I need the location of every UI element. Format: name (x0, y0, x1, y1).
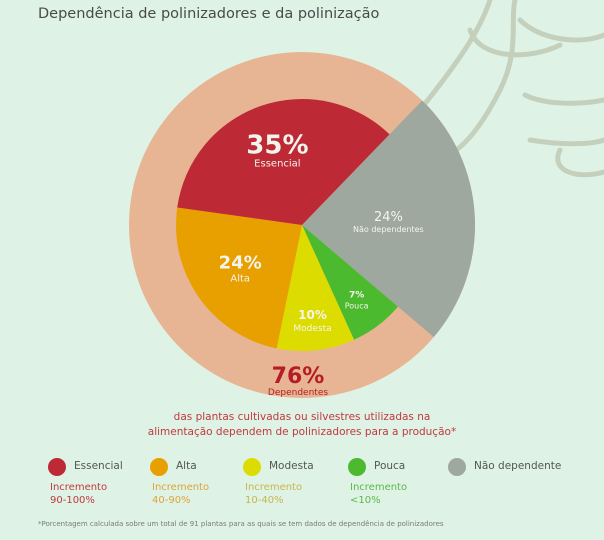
decorative-sketch (407, 0, 604, 178)
slice-name-label: Alta (230, 274, 250, 285)
slice-value-label: 24% (374, 210, 403, 225)
legend-increment: Incremento 10-40% (245, 481, 302, 507)
slice-name-label: Não dependentes (353, 225, 424, 234)
footnote: *Porcentagem calculada sobre um total de… (38, 520, 444, 528)
pie-slice-alta (176, 207, 302, 349)
legend-increment: Incremento 90-100% (50, 481, 107, 507)
slice-value-label: 35% (246, 131, 308, 161)
pie-slice-modesta (276, 225, 355, 351)
increment-label: Incremento (50, 482, 108, 493)
increment-range: <10% (350, 495, 381, 506)
slice-name-label: Pouca (345, 301, 369, 310)
legend-swatch (48, 458, 66, 476)
legend: Essencial Incremento 90-100% Alta Increme… (0, 458, 604, 508)
subtitle-line: alimentação dependem de polinizadores pa… (147, 426, 457, 438)
pie-slice-não-dependentes (302, 100, 476, 338)
legend-swatch (150, 458, 168, 476)
legend-label: Pouca (374, 460, 406, 472)
legend-label: Modesta (269, 460, 314, 472)
ring-value-label: 76% (272, 364, 325, 389)
legend-increment: Incremento 40-90% (152, 481, 209, 507)
slice-value-label: 10% (298, 308, 327, 322)
slice-value-label: 24% (219, 253, 262, 274)
legend-swatch (448, 458, 466, 476)
increment-range: 90-100% (50, 495, 95, 506)
slice-name-label: Modesta (293, 324, 331, 334)
increment-label: Incremento (152, 482, 210, 493)
slice-name-label: Essencial (254, 159, 300, 170)
legend-swatch (243, 458, 261, 476)
subtitle-line: das plantas cultivadas ou silvestres uti… (173, 411, 431, 423)
slice-value-label: 7% (349, 290, 364, 300)
increment-range: 10-40% (245, 495, 284, 506)
legend-label: Essencial (74, 460, 123, 472)
increment-label: Incremento (350, 482, 408, 493)
legend-swatch (348, 458, 366, 476)
increment-label: Incremento (245, 482, 303, 493)
pie-slice-essencial (177, 99, 390, 225)
ring-name-label: Dependentes (268, 388, 328, 398)
legend-increment: Incremento <10% (350, 481, 407, 507)
subtitle: das plantas cultivadas ou silvestres uti… (0, 410, 604, 440)
legend-label: Alta (176, 460, 197, 472)
page-title: Dependência de polinizadores e da polini… (38, 6, 380, 22)
pie-slice-pouca (302, 225, 398, 340)
increment-range: 40-90% (152, 495, 191, 506)
legend-label: Não dependente (474, 460, 562, 472)
